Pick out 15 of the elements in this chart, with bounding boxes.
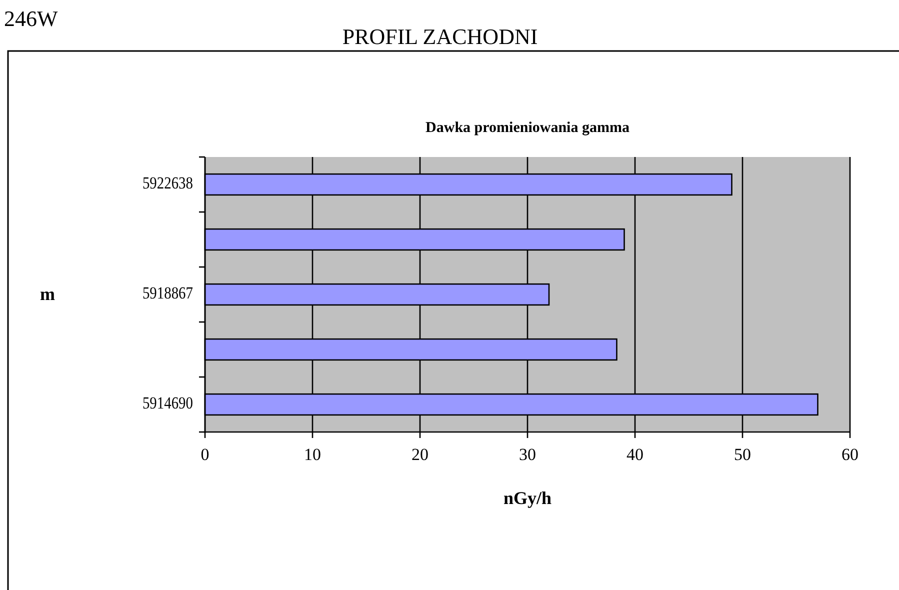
- x-tick-label: 30: [519, 445, 536, 464]
- x-tick-label: 50: [734, 445, 751, 464]
- y-tick-label: 5914690: [142, 394, 194, 413]
- y-tick-label: 5922638: [142, 174, 194, 193]
- chart-title: Dawka promieniowania gamma: [426, 120, 630, 136]
- x-tick-label: 40: [626, 445, 644, 464]
- text: 246W: [4, 6, 58, 31]
- x-tick-label: 0: [200, 445, 210, 464]
- y-tick-label: 5918867: [142, 284, 194, 303]
- x-tick-label: 60: [842, 445, 858, 464]
- x-tick-label: 10: [304, 445, 321, 464]
- chart-subtitle: PROFIL ZACHODNI: [342, 24, 538, 49]
- y-axis-title: m: [40, 284, 55, 304]
- x-axis-title: nGy/h: [503, 488, 552, 508]
- x-tick-label: 20: [412, 445, 428, 464]
